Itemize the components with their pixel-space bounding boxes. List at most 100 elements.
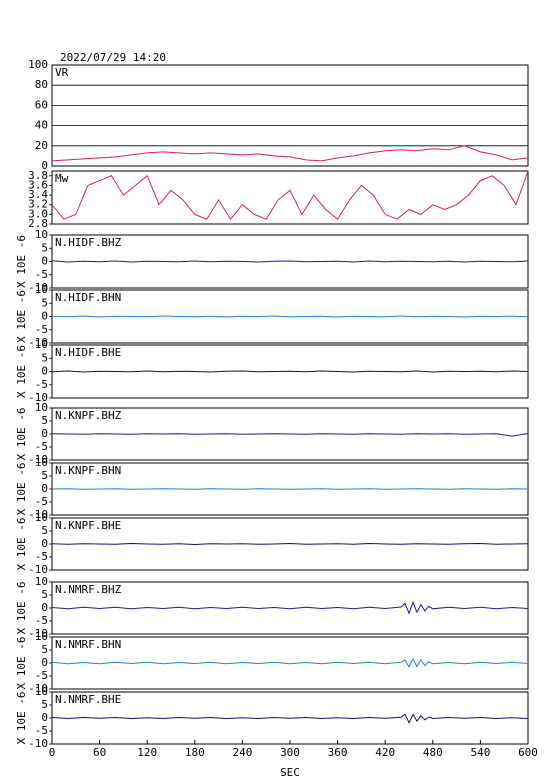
y-tick-label: 3.0 bbox=[28, 207, 48, 220]
y-tick-label: -5 bbox=[35, 724, 48, 737]
y-tick-label: -10 bbox=[28, 453, 48, 466]
y-tick-label: -5 bbox=[35, 614, 48, 627]
y-tick-label: 3.6 bbox=[28, 178, 48, 191]
y-tick-label: 0 bbox=[41, 482, 48, 495]
y-tick-label: 80 bbox=[35, 78, 48, 91]
y-axis-label: X 10E -6 bbox=[15, 582, 28, 635]
y-tick-label: -5 bbox=[35, 378, 48, 391]
y-tick-label: -5 bbox=[35, 323, 48, 336]
panel-label: N.HIDF.BHE bbox=[55, 346, 121, 359]
y-tick-label: 5 bbox=[41, 351, 48, 364]
x-tick-label: 360 bbox=[328, 746, 348, 759]
y-axis-label: X 10E -6 bbox=[15, 235, 28, 288]
panel-label: N.KNPF.BHE bbox=[55, 519, 121, 532]
y-tick-label: 3.2 bbox=[28, 198, 48, 211]
y-tick-label: 0 bbox=[41, 537, 48, 550]
x-tick-label: 540 bbox=[470, 746, 490, 759]
x-tick-label: 240 bbox=[232, 746, 252, 759]
y-tick-label: 0 bbox=[41, 711, 48, 724]
y-tick-label: 10 bbox=[35, 685, 48, 698]
panel-frame bbox=[51, 64, 529, 167]
y-tick-label: 0 bbox=[41, 159, 48, 172]
y-tick-label: 20 bbox=[35, 139, 48, 152]
y-tick-label: 3.4 bbox=[28, 188, 48, 201]
y-tick-label: 5 bbox=[41, 296, 48, 309]
y-tick-label: 100 bbox=[28, 58, 48, 71]
y-tick-label: 10 bbox=[35, 630, 48, 643]
x-tick-label: 480 bbox=[423, 746, 443, 759]
y-tick-label: -10 bbox=[28, 682, 48, 695]
y-axis-label: X 10E -6 bbox=[15, 345, 28, 398]
panel-frame bbox=[51, 170, 529, 225]
y-tick-label: -5 bbox=[35, 440, 48, 453]
y-tick-label: 5 bbox=[41, 524, 48, 537]
panel-label: Mw bbox=[55, 172, 69, 185]
panel-label: N.HIDF.BHN bbox=[55, 291, 121, 304]
x-tick-label: 120 bbox=[137, 746, 157, 759]
y-axis-label: X 10E -6 bbox=[15, 463, 28, 516]
y-tick-label: -10 bbox=[28, 737, 48, 750]
y-tick-label: -5 bbox=[35, 268, 48, 281]
y-tick-label: 40 bbox=[35, 119, 48, 132]
y-axis-label: X 10E -6 bbox=[15, 290, 28, 343]
y-axis-label: X 10E -6 bbox=[15, 637, 28, 690]
y-tick-label: 0 bbox=[41, 601, 48, 614]
panel-label: N.NMRF.BHE bbox=[55, 693, 121, 706]
trace bbox=[51, 542, 529, 546]
y-tick-label: 5 bbox=[41, 588, 48, 601]
y-tick-label: 0 bbox=[41, 427, 48, 440]
panel-label: N.KNPF.BHZ bbox=[55, 409, 122, 422]
x-tick-label: 180 bbox=[185, 746, 205, 759]
y-tick-label: -10 bbox=[28, 391, 48, 404]
x-tick-label: 0 bbox=[49, 746, 56, 759]
x-axis-label: SEC bbox=[280, 766, 300, 779]
panel-label: N.NMRF.BHZ bbox=[55, 583, 122, 596]
y-tick-label: 10 bbox=[35, 456, 48, 469]
y-tick-label: 2.8 bbox=[28, 217, 48, 230]
trace bbox=[51, 370, 529, 373]
y-tick-label: 5 bbox=[41, 643, 48, 656]
y-tick-label: 5 bbox=[41, 241, 48, 254]
y-tick-label: -10 bbox=[28, 281, 48, 294]
x-tick-label: 420 bbox=[375, 746, 395, 759]
trace bbox=[51, 657, 529, 668]
y-tick-label: 5 bbox=[41, 469, 48, 482]
y-tick-label: 10 bbox=[35, 338, 48, 351]
y-tick-label: 10 bbox=[35, 575, 48, 588]
y-tick-label: 10 bbox=[35, 228, 48, 241]
y-tick-label: 0 bbox=[41, 656, 48, 669]
y-tick-label: -5 bbox=[35, 550, 48, 563]
y-tick-label: 3.8 bbox=[28, 169, 48, 182]
y-tick-label: 0 bbox=[41, 365, 48, 378]
y-axis-label: X 10E -6 bbox=[15, 692, 28, 745]
y-tick-label: -10 bbox=[28, 627, 48, 640]
y-tick-label: -10 bbox=[28, 508, 48, 521]
y-axis-label: X 10E -6 bbox=[15, 518, 28, 571]
y-tick-label: 5 bbox=[41, 698, 48, 711]
y-tick-label: 10 bbox=[35, 283, 48, 296]
panel-label: N.HIDF.BHZ bbox=[55, 236, 122, 249]
panel-label: N.NMRF.BHN bbox=[55, 638, 121, 651]
trace bbox=[51, 145, 529, 162]
panel-label: N.KNPF.BHN bbox=[55, 464, 121, 477]
trace bbox=[51, 170, 529, 221]
y-tick-label: 60 bbox=[35, 98, 48, 111]
y-tick-label: -5 bbox=[35, 669, 48, 682]
y-tick-label: 0 bbox=[41, 310, 48, 323]
y-tick-label: -10 bbox=[28, 563, 48, 576]
x-tick-label: 60 bbox=[93, 746, 106, 759]
y-tick-label: 10 bbox=[35, 511, 48, 524]
y-tick-label: 0 bbox=[41, 255, 48, 268]
trace bbox=[51, 713, 529, 724]
panel-label: VR bbox=[55, 66, 69, 79]
y-tick-label: -10 bbox=[28, 336, 48, 349]
y-tick-label: 5 bbox=[41, 414, 48, 427]
chart-title: 2022/07/29 14:20 bbox=[60, 51, 166, 64]
trace bbox=[51, 260, 529, 263]
y-tick-label: 10 bbox=[35, 401, 48, 414]
trace bbox=[51, 433, 529, 437]
trace bbox=[51, 488, 529, 490]
x-tick-label: 600 bbox=[518, 746, 538, 759]
y-axis-label: X 10E -6 bbox=[15, 408, 28, 461]
